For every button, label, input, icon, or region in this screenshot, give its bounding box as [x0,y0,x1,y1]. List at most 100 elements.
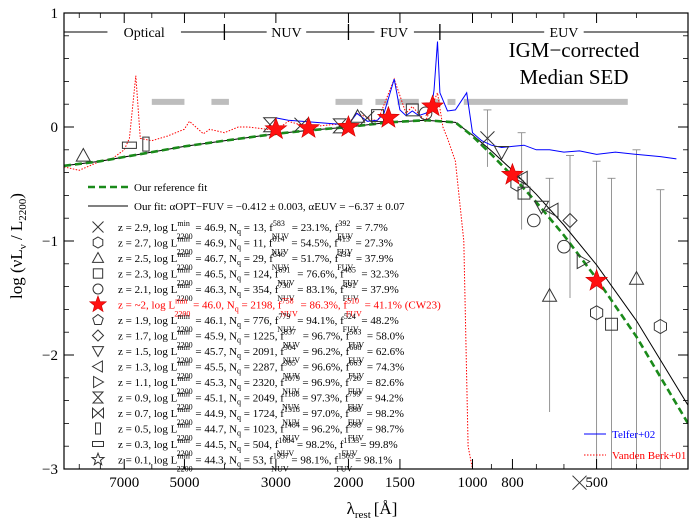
band-label-nuv: NUV [271,26,301,41]
series-telfer-02 [275,41,677,160]
sample-row-z-0-9-text: z = 0.9, log Lmin 2200 = 45.1, Nq = 2049,… [118,390,404,412]
series-vanden-berk-01 [64,75,473,469]
data-marker-triangle-left-16 [544,202,559,219]
sample-row-z-0-1-text: z = 0.1, log Lmin 2200 = 44.3, Nq = 53, f… [118,452,392,474]
sample-row-z-2-5-marker [91,251,105,263]
data-marker-bowtie-v-19 [332,118,348,134]
x-axis-title: λrest [Å] [347,499,398,521]
sample-row-z-0-5: z = 0.5, log Lmin 2200 = 44.7, Nq = 1023,… [95,421,404,443]
sample-row-z-1-9: z = 1.9, log Lmin 2200 = 46.1, Nq = 776, … [92,312,399,334]
sample-row-z-2-3-marker [92,268,104,279]
sample-row-z-0-1-marker [90,451,106,466]
x-tick-label-1: 7000 [109,475,139,491]
data-marker-hexagon-5 [653,318,667,335]
error-bar-6 [607,177,616,469]
sample-row-z-1-7-text: z = 1.7, log Lmin 2200 = 45.9, Nq = 1225,… [118,328,404,350]
y-tick-label-5: −3 [42,462,58,478]
sample-row-z-2-9-marker-stroke-b [92,221,104,233]
sample-row-z-1-7-marker [91,329,105,342]
sample-row-z-2-7: z = 2.7, log Lmin 2200 = 46.9, Nq = 11, f… [92,235,393,257]
error-bar-5 [592,160,601,469]
x-tick-label-6: 1000 [458,475,488,491]
x-tick-label-7: 800 [501,475,524,491]
y-tick-label-2: 0 [51,120,59,136]
x-tick-label-3: 3000 [261,475,291,491]
sample-row-z-1-5: z = 1.5, log Lmin 2200 = 45.7, Nq = 2091,… [91,343,404,365]
sample-row-z-1-5-marker [91,346,105,358]
legend-our-fit-label: Our fit: αOPT−FUV = −0.412 ± 0.003, αEUV… [134,201,405,213]
sample-row-z-1-9-text: z = 1.9, log Lmin 2200 = 46.1, Nq = 776, … [118,312,399,334]
sample-row-z-2-3: z = 2.3, log Lmin 2200 = 46.5, Nq = 124, … [92,266,399,288]
data-marker-tall-rect-20 [142,136,150,152]
data-marker-circle-11 [557,239,571,254]
data-marker-triangle-up-28 [349,108,366,123]
sample-row-z-1-7: z = 1.7, log Lmin 2200 = 45.9, Nq = 1225,… [91,328,404,350]
data-marker-triangle-left-15 [513,170,528,187]
sample-row-z-0-5-text: z = 0.5, log Lmin 2200 = 44.7, Nq = 1023,… [118,421,404,443]
cw23-star-4 [376,105,400,128]
band-label-bg-euv [544,23,584,41]
sample-row-z-0-7-marker [92,406,104,420]
data-marker-diamond-12 [562,212,578,229]
sample-row-z-2-marker [88,294,108,313]
y-tick-label-4: −2 [42,348,58,364]
y-tick-label-1: 1 [51,6,59,22]
sample-row-z-2-5: z = 2.5, log Lmin 2200 = 46.7, Nq = 29, f… [91,250,393,272]
sample-row-z-0-9-marker [91,391,105,404]
series-our-reference-fit [64,118,688,425]
sample-row-z-2-9-text: z = 2.9, log Lmin 2200 = 46.9, Nq = 13, f… [118,219,388,241]
data-marker-square-23 [405,103,419,117]
data-marker-wide-rect-21 [121,141,137,149]
data-marker-triangle-up-7 [628,270,645,285]
error-bar-4 [566,155,575,298]
sample-row-z-0-7: z = 0.7, log Lmin 2200 = 44.9, Nq = 1724,… [92,405,404,427]
sample-row-z-2-1-text: z = 2.1, log Lmin 2200 = 46.3, Nq = 354, … [118,281,399,303]
error-bar-7 [632,149,641,469]
y-axis-title: log (νLν / L2200) [7,193,29,299]
cw23-star-7 [585,268,609,291]
x-tick-label-5: 1500 [385,475,415,491]
data-marker-hexagon-4 [590,305,604,321]
sample-row-z-2-1: z = 2.1, log Lmin 2200 = 46.3, Nq = 354, … [92,281,399,303]
y-tick-label-3: −1 [42,234,58,250]
legend-reference-fit-label: Our reference fit [134,182,207,194]
chart-title-line-1: IGM−corrected [509,38,640,62]
sample-row-z-2-5-text: z = 2.5, log Lmin 2200 = 46.7, Nq = 29, f… [118,250,393,272]
sample-row-z-0-3: z = 0.3, log Lmin 2200 = 44.5, Nq = 504, … [92,436,398,458]
data-marker-circle-10 [527,213,541,228]
sample-row-z-0-3-text: z = 0.3, log Lmin 2200 = 44.5, Nq = 504, … [118,436,398,458]
data-marker-cross-1-stroke-b [480,131,495,146]
legend-telfer-label: Telfer+02 [612,429,655,441]
sample-row-z-2-7-text: z = 2.7, log Lmin 2200 = 46.9, Nq = 11, f… [118,235,393,257]
sample-row-z-2-9-marker [92,221,104,233]
data-marker-cross-1 [480,131,495,146]
sample-row-z-0-3-marker [92,441,104,447]
sample-row-z-0-9: z = 0.9, log Lmin 2200 = 45.1, Nq = 2049,… [91,390,404,412]
data-marker-triangle-up-6 [541,287,558,302]
chart-title-line-2: Median SED [519,65,628,89]
cw23-star-6 [500,162,524,185]
sample-row-z-2-3-text: z = 2.3, log Lmin 2200 = 46.5, Nq = 124, … [118,266,399,288]
sample-row-z-2-text: z = ~2, log Lmin 2200 = 46.0, Nq = 2198, … [118,297,441,319]
sample-row-z-2-7-marker [92,236,104,249]
data-marker-triangle-up-22 [75,147,92,162]
sample-row-z-2-9: z = 2.9, log Lmin 2200 = 46.9, Nq = 13, f… [92,219,388,241]
error-bar-8 [656,189,665,469]
sample-row-z-0-5-marker [95,422,101,435]
cw23-star-2 [296,116,321,138]
band-label-bg-nuv [266,23,307,41]
data-marker-triangle-down-13 [493,146,510,161]
cw23-star-5 [421,94,445,117]
sample-row-z-1-1-text: z = 1.1, log Lmin 2200 = 45.3, Nq = 2320,… [118,374,404,396]
data-marker-square-8 [517,186,531,200]
x-tick-label-4: 2000 [333,475,363,491]
x-tick-label-2: 5000 [169,475,199,491]
data-marker-square-9 [605,317,618,331]
sample-row-z-1-5-text: z = 1.5, log Lmin 2200 = 45.7, Nq = 2091,… [118,343,404,365]
sample-row-z-1-3-marker [91,360,103,373]
sample-row-z-1-1-marker [93,375,105,389]
band-label-optical: Optical [124,26,165,41]
data-marker-cross-2-stroke-b [572,475,587,491]
x-tick-label-8: 500 [585,475,608,491]
